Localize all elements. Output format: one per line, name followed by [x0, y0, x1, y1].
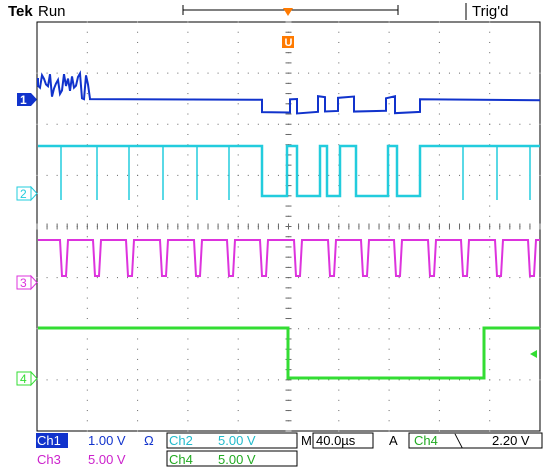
ch3-waveform: [38, 239, 540, 277]
trigger-position-icon[interactable]: [283, 8, 293, 16]
trigger-u-label: U: [285, 37, 293, 49]
waveforms: [37, 70, 541, 380]
ch1-readout-label-box: [36, 433, 68, 448]
ch1-marker[interactable]: 1: [17, 93, 37, 107]
run-status: Run: [38, 3, 66, 20]
ch3-marker[interactable]: 3: [16, 274, 38, 291]
ch3-scale: 5.00 V: [88, 452, 126, 467]
trigger-level-icon[interactable]: [530, 350, 537, 358]
trigger-slope-icon: ╲: [454, 433, 463, 448]
ch1-coupling: Ω: [144, 433, 154, 448]
timebase-value[interactable]: 40.0µs: [316, 433, 356, 448]
trigger-u-marker[interactable]: [282, 36, 294, 48]
ch2-marker[interactable]: 2: [16, 185, 38, 202]
trigger-mode: A: [389, 433, 398, 448]
ch3-marker-label: 3: [20, 276, 27, 290]
ch2-readout-label[interactable]: Ch2: [169, 433, 193, 448]
ch3-readout-label[interactable]: Ch3: [37, 452, 61, 467]
ch2-marker-label: 2: [20, 187, 27, 201]
brand-logo: Tek: [8, 3, 33, 20]
ch2-waveform: [38, 144, 540, 198]
timebase-box: [312, 432, 374, 449]
ch4-scale: 5.00 V: [218, 452, 256, 467]
ch4-marker-label: 4: [20, 372, 27, 386]
trigger-source[interactable]: Ch4: [414, 433, 438, 448]
ch1-marker-label: 1: [20, 93, 27, 107]
ch4-waveform: [38, 326, 540, 380]
ch1-readout-label[interactable]: Ch1: [37, 433, 61, 448]
timebase-prefix: M: [301, 433, 312, 448]
ch2-readout-box: [166, 432, 298, 449]
ch4-readout-label[interactable]: Ch4: [169, 452, 193, 467]
ch4-readout-box: [166, 450, 298, 467]
trigger-source-box: [408, 432, 543, 449]
ch4-marker[interactable]: 4: [16, 370, 38, 387]
ch1-waveform: [37, 70, 541, 115]
trigger-level[interactable]: 2.20 V: [492, 433, 530, 448]
ch1-scale: 1.00 V: [88, 433, 126, 448]
ch2-scale: 5.00 V: [218, 433, 256, 448]
trigger-status: Trig'd: [472, 3, 508, 20]
